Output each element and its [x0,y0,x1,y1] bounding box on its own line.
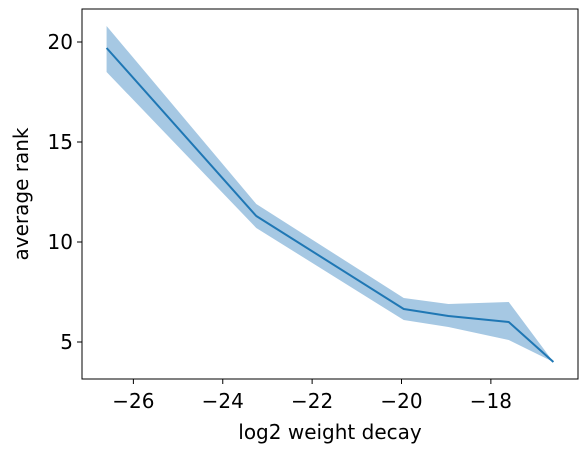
x-tick-label: −26 [112,389,154,413]
y-tick-label: 10 [48,230,73,254]
x-tick-label: −24 [202,389,244,413]
x-tick-label: −18 [470,389,512,413]
y-tick-label: 15 [48,130,73,154]
y-axis-label: average rank [9,127,33,260]
y-tick-label: 5 [60,330,73,354]
y-axis-ticks: 5 10 15 20 [48,30,82,354]
x-tick-label: −22 [291,389,333,413]
series-line [105,47,555,363]
confidence-band [106,26,554,362]
x-axis-ticks: −26 −24 −22 −20 −18 [112,379,512,413]
x-tick-label: −20 [380,389,422,413]
confidence-band-layer [106,26,554,362]
series-line-layer [105,47,555,363]
y-tick-label: 20 [48,30,73,54]
plot-area-frame [81,8,579,380]
x-axis-label: log2 weight decay [238,420,422,444]
